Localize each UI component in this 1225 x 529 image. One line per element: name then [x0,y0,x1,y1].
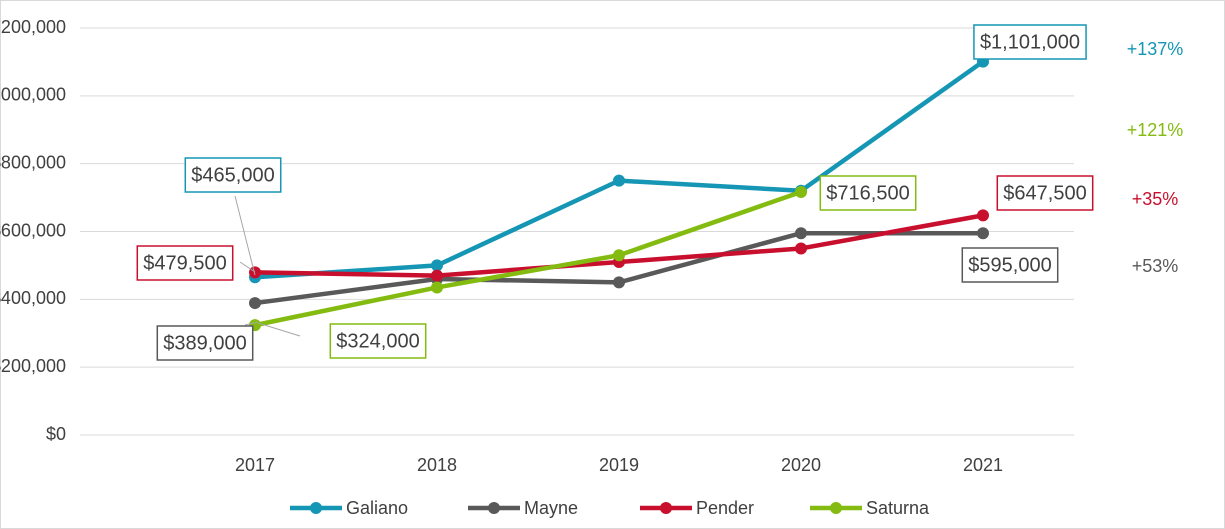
y-tick-label: $1,200,000 [0,17,66,37]
data-label: $1,101,000 [980,31,1080,53]
data-label: $716,500 [826,182,909,204]
data-label-box [329,323,427,359]
change-annotation: +137% [1127,39,1184,59]
series-marker [431,281,443,294]
legend-label: Mayne [524,498,578,518]
data-label: $647,500 [1003,182,1086,204]
x-tick-label: 2021 [963,455,1003,475]
leader-line [257,322,301,337]
series-marker [795,227,807,240]
x-tick-label: 2018 [417,455,457,475]
change-annotation: +121% [1127,120,1184,140]
legend-marker [830,502,842,514]
series-marker [431,269,443,282]
series-line [254,189,802,328]
legend-label: Saturna [866,498,930,518]
series-marker [249,297,261,310]
y-tick-label: $800,000 [0,152,66,172]
y-tick-label: $600,000 [0,220,66,240]
legend-label: Galiano [346,498,408,518]
data-label-box [184,157,282,193]
data-label-box [961,247,1059,283]
series-marker [795,185,807,198]
change-annotation: +53% [1132,256,1179,276]
change-annotation: +35% [1132,189,1179,209]
data-label: $479,500 [143,252,226,274]
data-label-box [973,24,1087,60]
data-label-box [996,175,1094,211]
data-label: $389,000 [163,332,246,354]
legend-marker [310,502,322,514]
leader-line [239,261,256,273]
data-label: $465,000 [191,164,274,186]
x-tick-label: 2019 [599,455,639,475]
y-tick-label: $0 [46,424,66,444]
series-marker [613,174,625,187]
legend-label: Pender [696,498,754,518]
series-marker [249,266,261,279]
data-label: $595,000 [968,254,1051,276]
data-label-box [136,245,234,281]
leader-line [244,321,259,326]
x-tick-label: 2020 [781,455,821,475]
legend-marker [488,502,500,514]
y-tick-label: $400,000 [0,288,66,308]
series-marker [613,276,625,289]
data-label-box [156,325,254,361]
y-tick-label: $200,000 [0,356,66,376]
y-tick-label: $1,000,000 [0,85,66,105]
series-marker [977,209,989,222]
series-marker [431,259,443,272]
series-marker [977,227,989,240]
x-tick-label: 2017 [235,455,275,475]
series-marker [795,242,807,255]
data-label: $324,000 [336,330,419,352]
series-marker [613,249,625,262]
legend-marker [660,502,672,514]
data-label-box [819,175,917,211]
leader-line [234,195,256,276]
